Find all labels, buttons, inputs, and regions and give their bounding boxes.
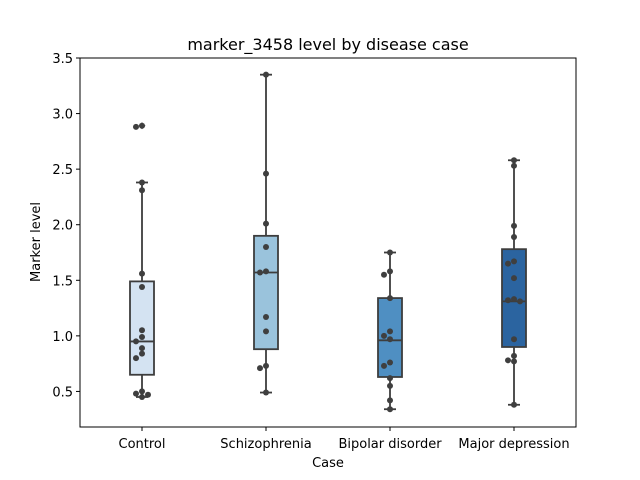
data-point [381,332,387,339]
data-point [511,336,517,343]
data-point [139,270,145,277]
y-tick-label: 1.0 [52,330,73,345]
chart-title: marker_3458 level by disease case [187,35,468,55]
plot-area [129,71,527,413]
data-point [387,336,393,343]
y-tick-label: 3.0 [52,108,73,123]
data-point [387,406,393,413]
data-point [139,187,145,194]
data-point [263,71,269,78]
data-point [517,298,523,305]
data-point [505,260,511,267]
data-point [139,388,145,395]
data-point [263,362,269,369]
data-point [133,123,139,130]
data-point [511,358,517,365]
plot-frame [79,57,577,428]
data-point [387,397,393,404]
data-point [139,350,145,357]
x-tick-label: Control [119,437,166,452]
y-tick-label: 3.5 [52,52,73,67]
data-point [387,382,393,389]
data-point [511,157,517,164]
data-point [505,357,511,364]
data-point [145,391,151,398]
data-point [139,283,145,290]
data-point [381,362,387,369]
data-point [139,333,145,340]
x-tick-label: Schizophrenia [220,437,311,452]
data-point [511,352,517,359]
data-point [263,328,269,335]
box-group [253,73,279,394]
data-point [387,328,393,335]
data-point [257,269,263,276]
data-point [263,243,269,250]
data-point [263,220,269,227]
data-point [263,170,269,177]
y-tick-label: 2.5 [52,163,73,178]
data-point [133,338,139,345]
data-point [511,222,517,229]
y-axis-label: Marker level [29,202,44,282]
y-axis: 0.5 1.0 1.5 2.0 2.5 3.0 3.5 [52,52,80,400]
y-tick-label: 0.5 [52,385,73,400]
data-point [511,258,517,265]
y-tick-label: 2.0 [52,219,73,234]
data-point [139,327,145,334]
data-point [263,268,269,275]
data-point [263,389,269,396]
data-point [387,295,393,302]
y-tick-label: 1.5 [52,274,73,289]
data-point [511,296,517,303]
data-point [511,162,517,169]
data-point [133,355,139,362]
x-tick-label: Major depression [458,437,569,452]
box-group [501,159,527,406]
data-point [139,345,145,352]
data-point [511,401,517,408]
data-point [139,122,145,129]
x-axis: Control Schizophrenia Bipolar disorder Majo… [119,427,570,452]
data-point [381,271,387,278]
data-point [387,249,393,256]
data-point [263,313,269,320]
data-point [387,268,393,275]
data-point [133,390,139,397]
data-point [139,393,145,400]
data-point [387,359,393,366]
data-point [139,179,145,186]
data-point [511,275,517,282]
data-point [387,375,393,382]
x-tick-label: Bipolar disorder [338,437,442,452]
data-point [505,297,511,304]
data-point [257,365,263,372]
data-point [511,233,517,240]
x-axis-label: Case [312,456,344,471]
